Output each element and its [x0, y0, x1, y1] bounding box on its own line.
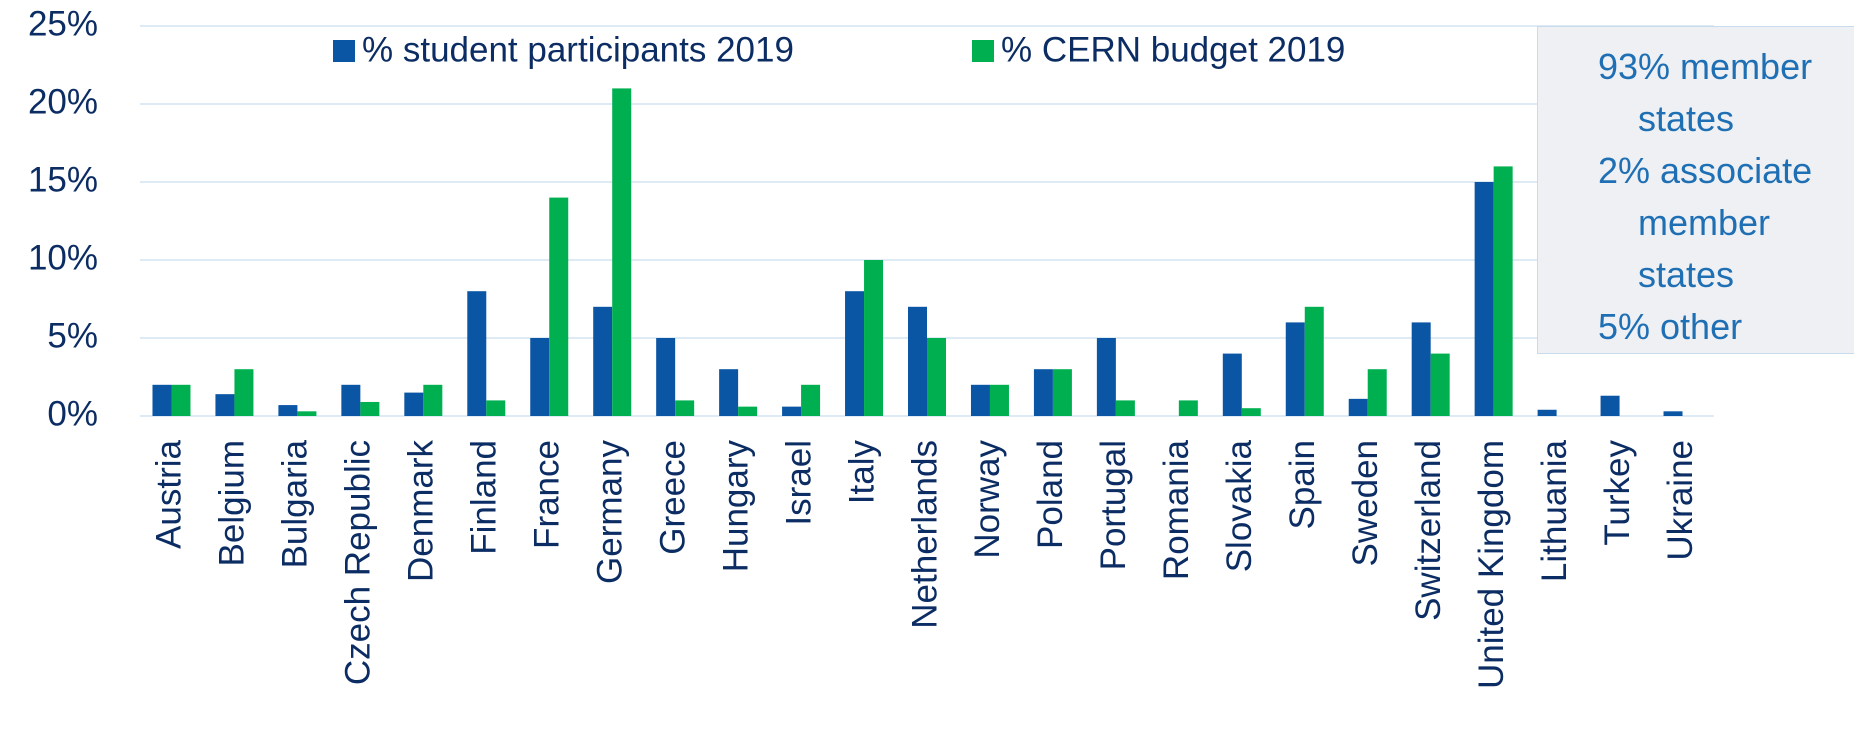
bar: [656, 338, 676, 416]
bar: [1663, 411, 1683, 416]
x-tick-label: Poland: [1031, 440, 1070, 549]
bar: [927, 338, 946, 416]
x-tick-label: Israel: [779, 440, 818, 526]
x-tick-label: Switzerland: [1409, 440, 1448, 621]
legend-label: % CERN budget 2019: [1001, 30, 1345, 69]
bar: [845, 291, 865, 416]
bar: [1178, 400, 1198, 416]
bar: [1052, 369, 1072, 416]
annotation: 2% associate member states: [1598, 150, 1813, 295]
bar: [1304, 306, 1324, 416]
bar: [152, 384, 172, 416]
bar: [612, 88, 632, 417]
bar: [719, 369, 739, 416]
bar: [801, 384, 821, 416]
x-tick-label: Belgium: [213, 440, 252, 566]
bar: [341, 384, 361, 416]
bar: [1096, 338, 1116, 416]
x-tick-label: Finland: [465, 440, 504, 555]
x-tick-label: Greece: [653, 440, 692, 555]
y-tick-label: 15%: [28, 160, 98, 199]
x-tick-label: Ukraine: [1661, 440, 1700, 561]
x-tick-label: Bulgaria: [276, 439, 315, 568]
bar: [864, 260, 884, 416]
annotation: 5% other: [1598, 306, 1743, 347]
bar: [1411, 322, 1431, 416]
bar: [1115, 400, 1135, 416]
bar: [1348, 398, 1368, 416]
x-tick-label: Germany: [590, 440, 629, 584]
bar: [1241, 408, 1261, 416]
x-tick-label: Norway: [968, 440, 1007, 559]
x-tick-label: Romania: [1157, 439, 1196, 580]
bar: [486, 400, 506, 416]
bar: [1537, 409, 1557, 416]
bar: [404, 392, 424, 416]
y-tick-label: 5%: [47, 316, 98, 355]
x-tick-label: France: [527, 440, 566, 549]
x-tick-label: Austria: [150, 439, 189, 548]
x-tick-label: Lithuania: [1535, 439, 1574, 582]
x-tick-label: Slovakia: [1220, 439, 1259, 572]
bar: [234, 369, 254, 416]
bar: [1600, 395, 1620, 416]
bar: [593, 306, 613, 416]
x-tick-label: Hungary: [716, 440, 755, 573]
y-tick-label: 0%: [47, 394, 98, 433]
annotation: 93% member states: [1598, 46, 1813, 139]
bar: [1493, 166, 1513, 416]
bar: [1474, 182, 1494, 416]
bar: [467, 291, 487, 416]
x-tick-label: United Kingdom: [1472, 440, 1511, 689]
legend-label: % student participants 2019: [362, 30, 794, 69]
x-tick-label: Czech Republic: [339, 440, 378, 685]
annotation-box: 93% member states 2% associate member st…: [1537, 26, 1854, 354]
x-tick-label: Denmark: [402, 440, 441, 582]
x-tick-label: Portugal: [1094, 440, 1133, 570]
x-tick-label: Turkey: [1598, 440, 1637, 546]
x-tick-label: Italy: [842, 440, 881, 505]
bar: [989, 384, 1009, 416]
bar: [1222, 353, 1242, 416]
bar: [738, 406, 758, 416]
legend-swatch: [972, 40, 994, 62]
bar: [782, 406, 802, 416]
bar: [297, 411, 317, 416]
bar: [1285, 322, 1305, 416]
bar: [1367, 369, 1387, 416]
bar: [423, 384, 443, 416]
bar: [530, 338, 550, 416]
bar: [278, 405, 298, 416]
bar: [908, 306, 927, 416]
x-tick-label: Netherlands: [905, 440, 944, 629]
y-tick-label: 25%: [28, 4, 98, 43]
x-tick-label: Spain: [1283, 440, 1322, 530]
y-tick-label: 20%: [28, 82, 98, 121]
x-tick-label: Sweden: [1346, 440, 1385, 566]
bar: [1430, 353, 1450, 416]
bar: [1033, 369, 1053, 416]
bar: [675, 400, 695, 416]
y-tick-label: 10%: [28, 238, 98, 277]
legend-swatch: [333, 40, 355, 62]
bar: [549, 197, 569, 416]
bar: [970, 384, 990, 416]
bar: [215, 394, 235, 416]
bar: [171, 384, 191, 416]
bar: [360, 401, 380, 416]
